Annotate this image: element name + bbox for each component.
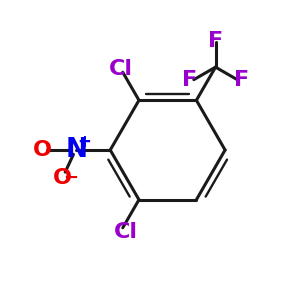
Text: Cl: Cl — [109, 59, 133, 79]
Text: O: O — [33, 140, 52, 160]
Text: F: F — [182, 70, 197, 90]
Text: O: O — [53, 168, 72, 188]
Text: N: N — [65, 137, 87, 163]
Text: F: F — [208, 31, 223, 51]
Text: F: F — [234, 70, 249, 90]
Text: +: + — [78, 133, 92, 151]
Text: Cl: Cl — [114, 222, 138, 242]
Text: −: − — [63, 169, 78, 187]
